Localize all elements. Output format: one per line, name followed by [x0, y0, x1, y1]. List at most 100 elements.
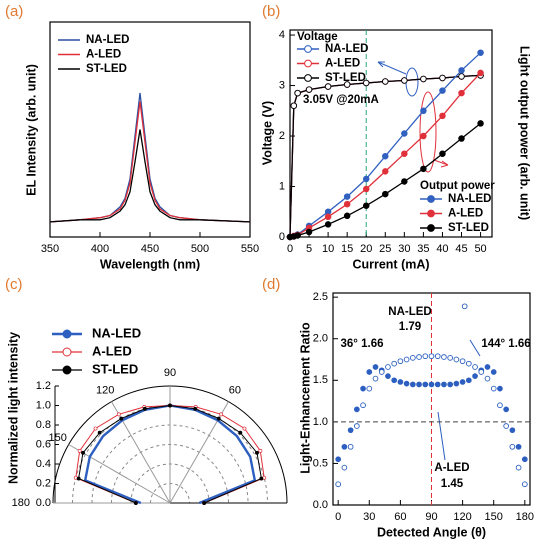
data-point [362, 185, 370, 193]
data-point [385, 373, 391, 379]
data-point [305, 228, 313, 236]
panel-label: (b) [262, 3, 280, 20]
legend-marker [304, 45, 312, 53]
x-tick-label: 0 [335, 511, 341, 523]
data-point [290, 102, 298, 109]
spoke [169, 401, 229, 504]
power-arrow [433, 159, 449, 166]
data-point [503, 423, 510, 429]
y-tick-label: 1 [279, 180, 285, 192]
data-point [465, 377, 472, 384]
data-point [472, 373, 478, 379]
data-point [397, 379, 404, 385]
data-point [216, 416, 221, 421]
data-point [497, 402, 503, 409]
legend-label: NA-LED [92, 325, 141, 340]
data-point [484, 364, 491, 370]
legend-marker [427, 224, 435, 232]
data-point [458, 89, 465, 97]
annotation: 3.05V @20mA [303, 94, 379, 106]
x-tick-label: 20 [360, 243, 372, 255]
plot-frame [289, 29, 493, 238]
x-tick-label: 120 [453, 511, 471, 523]
legend-label: ST-LED [86, 63, 127, 75]
data-point [343, 193, 351, 200]
annotation: 36° 1.66 [341, 338, 384, 350]
data-point [428, 381, 435, 388]
data-point [420, 132, 427, 140]
angle-label: 150 [49, 432, 67, 444]
x-tick-label: 60 [394, 511, 406, 523]
panel-label: (a) [5, 3, 23, 20]
r-tick-label: 0.2 [36, 477, 51, 489]
power-ellipse [419, 91, 437, 173]
data-point [447, 354, 454, 361]
r-tick-label: 0.6 [36, 438, 51, 450]
data-point [294, 232, 301, 239]
data-point [459, 358, 466, 365]
angle-label: 60 [229, 385, 241, 397]
data-point [416, 381, 422, 388]
data-point [459, 379, 466, 385]
legend-label: ST-LED [325, 72, 366, 84]
legend-label: A-LED [325, 58, 360, 70]
x-tick-label: 30 [398, 243, 410, 255]
data-point [382, 78, 389, 85]
x-tick-label: 500 [191, 243, 209, 255]
x-axis-label: Detected Angle (θ) [377, 525, 486, 539]
data-point [362, 202, 370, 209]
legend-title: Output power [420, 180, 495, 192]
legend-marker [304, 74, 312, 82]
data-point [439, 112, 446, 120]
data-point [472, 364, 478, 370]
y-axis-label: EL Intensity (arb. unit) [24, 64, 38, 196]
x-tick-label: 400 [91, 243, 109, 255]
x-tick-label: 15 [341, 243, 353, 255]
data-point [401, 178, 408, 185]
data-point [133, 501, 138, 505]
data-point [401, 130, 408, 137]
data-point [465, 360, 472, 367]
data-point [343, 81, 351, 88]
y-tick-label: 3 [279, 79, 285, 91]
legend-marker [62, 329, 72, 339]
data-point [97, 430, 102, 435]
data-point [305, 86, 313, 93]
data-point [255, 450, 259, 455]
data-point [238, 430, 243, 435]
data-point [403, 380, 410, 387]
data-point [382, 168, 389, 175]
data-point [391, 360, 398, 367]
legend-label: A-LED [92, 343, 132, 358]
legend-label: ST-LED [92, 361, 138, 376]
y-axis-label: Voltage (V) [260, 101, 274, 165]
r-tick-label: 0.4 [36, 458, 51, 470]
data-point [341, 443, 348, 450]
annotation: 1.79 [399, 321, 421, 333]
data-point [93, 426, 98, 431]
data-point [294, 89, 301, 97]
data-point [503, 406, 510, 413]
data-point [343, 212, 351, 220]
series-line [49, 129, 251, 223]
x-tick-label: 550 [241, 243, 259, 255]
data-point [409, 354, 416, 361]
data-point [515, 443, 522, 450]
data-point [420, 75, 427, 83]
x-tick-label: 90 [425, 511, 437, 523]
data-point [116, 412, 121, 417]
y-tick-label: 2 [279, 130, 285, 142]
data-point [362, 175, 370, 183]
x-tick-label: 350 [41, 243, 59, 255]
annotation: A-LED [434, 462, 469, 474]
legend-marker [427, 195, 435, 203]
x-tick-label: 50 [474, 243, 486, 255]
data-point [420, 165, 427, 173]
data-point [422, 381, 429, 388]
data-point [416, 354, 422, 360]
x-tick-label: 45 [455, 243, 467, 255]
data-point [343, 200, 351, 208]
data-point [242, 426, 247, 431]
panel-label: (d) [262, 276, 280, 293]
